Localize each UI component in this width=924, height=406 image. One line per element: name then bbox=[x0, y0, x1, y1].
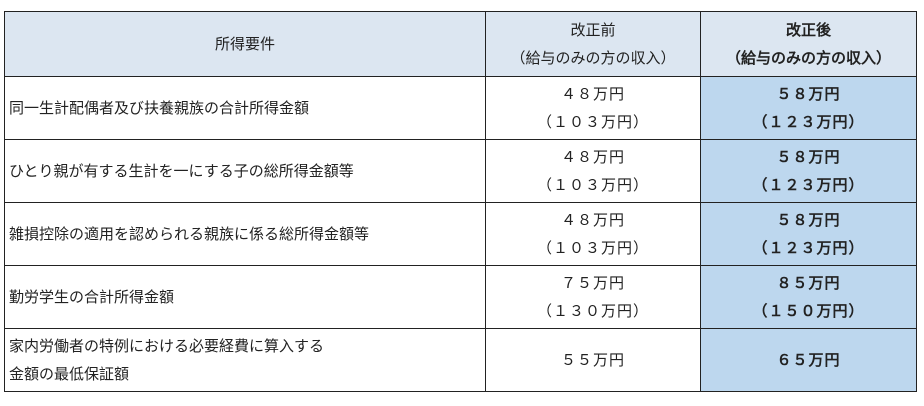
before-value-line: （１３０万円） bbox=[536, 302, 649, 320]
header-after-sub: （給与のみの方の収入） bbox=[725, 49, 891, 67]
after-value-line: ６５万円 bbox=[776, 351, 841, 369]
requirement-cell: 勤労学生の合計所得金額 bbox=[4, 265, 486, 329]
header-after-title: 改正後 bbox=[785, 21, 831, 39]
after-value-line: （１２３万円） bbox=[752, 176, 865, 194]
before-value-line: （１０３万円） bbox=[536, 176, 649, 194]
before-value-line: ５５万円 bbox=[560, 351, 625, 369]
before-value-line: （１０３万円） bbox=[536, 113, 649, 131]
requirement-line: 雑損控除の適用を認められる親族に係る総所得金額等 bbox=[9, 225, 370, 243]
header-before-title: 改正前 bbox=[570, 21, 616, 39]
after-value-line: ５８万円 bbox=[776, 85, 841, 103]
requirement-line: ひとり親が有する生計を一にする子の総所得金額等 bbox=[9, 162, 354, 180]
after-value-line: （１５０万円） bbox=[752, 302, 865, 320]
after-value-line: ５８万円 bbox=[776, 211, 841, 229]
before-value-line: ７５万円 bbox=[560, 274, 625, 292]
header-requirement: 所得要件 bbox=[4, 11, 486, 77]
after-value-cell: ８５万円 （１５０万円） bbox=[700, 265, 917, 329]
table-row: 家内労働者の特例における必要経費に算入する 金額の最低保証額 ５５万円 ６５万円 bbox=[4, 328, 917, 392]
header-after: 改正後 （給与のみの方の収入） bbox=[700, 11, 917, 77]
after-value-line: （１２３万円） bbox=[752, 239, 865, 257]
table-row: 雑損控除の適用を認められる親族に係る総所得金額等 ４８万円 （１０３万円） ５８万円 （… bbox=[4, 202, 917, 266]
after-value-cell: ５８万円 （１２３万円） bbox=[700, 139, 917, 203]
requirement-cell: ひとり親が有する生計を一にする子の総所得金額等 bbox=[4, 139, 486, 203]
requirement-line: 金額の最低保証額 bbox=[9, 365, 130, 383]
before-value-line: ４８万円 bbox=[560, 148, 625, 166]
header-row: 所得要件 改正前 （給与のみの方の収入） 改正後 （給与のみの方の収入） bbox=[4, 11, 917, 77]
before-value-cell: ４８万円 （１０３万円） bbox=[485, 202, 701, 266]
after-value-cell: ５８万円 （１２３万円） bbox=[700, 76, 917, 140]
after-value-line: ８５万円 bbox=[776, 274, 841, 292]
after-value-cell: ５８万円 （１２３万円） bbox=[700, 202, 917, 266]
header-before-sub: （給与のみの方の収入） bbox=[510, 49, 676, 67]
table-row: 勤労学生の合計所得金額 ７５万円 （１３０万円） ８５万円 （１５０万円） bbox=[4, 265, 917, 329]
table-row: ひとり親が有する生計を一にする子の総所得金額等 ４８万円 （１０３万円） ５８万円 （１… bbox=[4, 139, 917, 203]
requirement-cell: 同一生計配偶者及び扶養親族の合計所得金額 bbox=[4, 76, 486, 140]
header-before: 改正前 （給与のみの方の収入） bbox=[485, 11, 701, 77]
table-row: 同一生計配偶者及び扶養親族の合計所得金額 ４８万円 （１０３万円） ５８万円 （１２３万… bbox=[4, 76, 917, 140]
after-value-cell: ６５万円 bbox=[700, 328, 917, 392]
before-value-line: （１０３万円） bbox=[536, 239, 649, 257]
requirement-cell: 家内労働者の特例における必要経費に算入する 金額の最低保証額 bbox=[4, 328, 486, 392]
requirement-line: 家内労働者の特例における必要経費に算入する bbox=[9, 337, 325, 355]
requirement-cell: 雑損控除の適用を認められる親族に係る総所得金額等 bbox=[4, 202, 486, 266]
before-value-cell: ４８万円 （１０３万円） bbox=[485, 139, 701, 203]
after-value-line: ５８万円 bbox=[776, 148, 841, 166]
before-value-line: ４８万円 bbox=[560, 211, 625, 229]
before-value-cell: ５５万円 bbox=[485, 328, 701, 392]
header-requirement-label: 所得要件 bbox=[214, 35, 275, 53]
requirement-line: 同一生計配偶者及び扶養親族の合計所得金額 bbox=[9, 99, 310, 117]
before-value-line: ４８万円 bbox=[560, 85, 625, 103]
requirement-line: 勤労学生の合計所得金額 bbox=[9, 288, 175, 306]
before-value-cell: ７５万円 （１３０万円） bbox=[485, 265, 701, 329]
income-requirement-table: 所得要件 改正前 （給与のみの方の収入） 改正後 （給与のみの方の収入） 同一生… bbox=[4, 11, 917, 392]
before-value-cell: ４８万円 （１０３万円） bbox=[485, 76, 701, 140]
after-value-line: （１２３万円） bbox=[752, 113, 865, 131]
